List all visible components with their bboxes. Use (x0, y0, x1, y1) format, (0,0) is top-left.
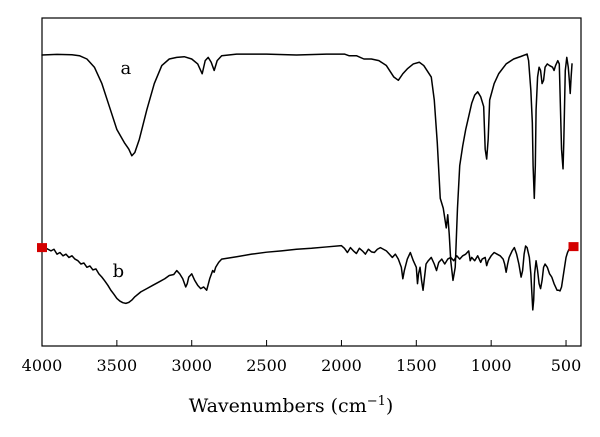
end-marker-b-1 (568, 242, 579, 252)
x-tick-label-4000: 4000 (22, 356, 63, 375)
spectrum-line-b (41, 244, 575, 311)
series-label-a: a (120, 58, 131, 79)
x-tick-label-1500: 1500 (396, 356, 437, 375)
x-axis-label-exponent: −1 (367, 394, 386, 409)
x-tick-label-2500: 2500 (246, 356, 287, 375)
spectrum-traces (41, 53, 575, 311)
x-tick-label-3000: 3000 (171, 356, 212, 375)
x-axis-ticks (41, 340, 567, 346)
plot-frame (41, 17, 582, 347)
end-markers (37, 242, 579, 253)
x-tick-label-500: 500 (551, 356, 582, 375)
x-axis-label: Wavenumbers (cm−1) (189, 394, 394, 417)
x-tick-label-2000: 2000 (321, 356, 362, 375)
end-marker-b-0 (37, 243, 47, 253)
series-label-b: b (113, 261, 125, 282)
series-labels: ab (113, 58, 132, 282)
x-axis-label-main: Wavenumbers (cm (189, 395, 367, 417)
x-axis-label-close: ) (386, 395, 393, 417)
spectrum-line-a (41, 53, 573, 282)
x-tick-label-3500: 3500 (97, 356, 138, 375)
x-tick-label-1000: 1000 (471, 356, 512, 375)
x-axis-tick-labels: 4000 3500 3000 2500 2000 1500 1000 500 (22, 356, 582, 375)
